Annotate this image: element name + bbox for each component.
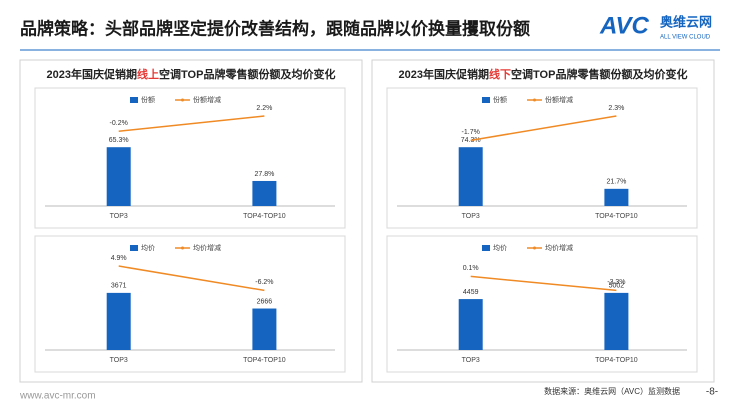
line-value-label: 2.2%	[256, 105, 272, 112]
x-tick-label: TOP4-TOP10	[243, 357, 286, 364]
panel-frame	[371, 59, 715, 383]
bar	[458, 299, 483, 350]
bar	[604, 188, 629, 206]
legend-label: 均价	[493, 243, 507, 252]
panel-title-part: 空调TOP品牌零售额份额及均价变化	[159, 67, 335, 81]
x-tick-label: TOP4-TOP10	[595, 357, 638, 364]
panel-title-part: 线下	[489, 67, 511, 81]
bar	[252, 180, 277, 206]
logo-name: 奥维云网	[660, 14, 712, 29]
panel-title-part: 线上	[137, 67, 159, 81]
chart-frame	[34, 87, 346, 229]
bar-value-label: 65.3%	[109, 137, 129, 144]
legend-swatch	[181, 98, 184, 102]
legend-swatch	[482, 245, 490, 251]
logo-tagline: ALL VIEW CLOUD	[660, 35, 711, 41]
bar	[604, 292, 629, 350]
panel-title: 2023年国庆促销期线下空调TOP品牌零售额份额及均价变化	[399, 67, 688, 81]
legend-label: 份额	[493, 95, 507, 104]
line-value-label: 4.9%	[111, 255, 127, 262]
logo-mark: AVC	[599, 12, 650, 39]
bar	[252, 308, 277, 350]
bar-value-label: 21.7%	[606, 179, 626, 186]
line	[118, 265, 265, 292]
bar-value-label: 4459	[463, 289, 479, 296]
bar-value-label: 74.3%	[461, 137, 481, 144]
legend-label: 份额增减	[545, 95, 573, 104]
line	[470, 115, 617, 142]
legend-swatch	[181, 246, 184, 250]
chart-frame	[386, 235, 698, 373]
legend-label: 均价增减	[545, 243, 573, 252]
bar-value-label: 5002	[609, 283, 625, 290]
panel-title-part: 2023年国庆促销期	[47, 67, 137, 81]
chart-frame	[386, 87, 698, 229]
x-tick-label: TOP3	[110, 357, 128, 364]
legend-swatch	[533, 98, 536, 102]
x-tick-label: TOP3	[110, 213, 128, 220]
page-number: -8-	[706, 387, 718, 398]
bar-value-label: 3671	[111, 283, 127, 290]
x-tick-label: TOP4-TOP10	[595, 213, 638, 220]
line-value-label: -6.2%	[255, 279, 273, 286]
panel-title-part: 空调TOP品牌零售额份额及均价变化	[511, 67, 687, 81]
panel-title: 2023年国庆促销期线上空调TOP品牌零售额份额及均价变化	[47, 67, 336, 81]
legend-swatch	[130, 245, 138, 251]
legend-label: 份额	[141, 95, 155, 104]
line-value-label: -3.3%	[607, 279, 625, 286]
line-value-label: -0.2%	[110, 120, 128, 127]
line-value-label: -1.7%	[462, 129, 480, 136]
bar	[106, 147, 131, 206]
x-tick-label: TOP3	[462, 213, 480, 220]
legend-label: 份额增减	[193, 95, 221, 104]
line	[118, 115, 265, 133]
legend-label: 均价增减	[193, 243, 221, 252]
line	[470, 275, 617, 292]
line-value-label: 2.3%	[608, 105, 624, 112]
footer-url: www.avc-mr.com	[19, 391, 96, 402]
panel-title-part: 2023年国庆促销期	[399, 67, 489, 81]
bar-value-label: 2666	[257, 298, 273, 305]
footer-source: 数据来源：奥维云网（AVC）监测数据	[544, 386, 680, 396]
bar	[458, 147, 483, 206]
legend-label: 均价	[141, 243, 155, 252]
charts: 份额 份额增减 TOP3 65.3% TOP4-TOP10 27.8% -0.2% 2.2% 均…	[34, 87, 698, 373]
bar	[106, 292, 131, 350]
chart-frame	[34, 235, 346, 373]
legend-swatch	[130, 97, 138, 103]
panel-frame	[19, 59, 363, 383]
line-value-label: 0.1%	[463, 265, 479, 272]
slide-title: 品牌策略：头部品牌坚定提价改善结构，跟随品牌以价换量攫取份额	[20, 18, 530, 38]
legend-swatch	[533, 246, 536, 250]
legend-swatch	[482, 97, 490, 103]
bar-value-label: 27.8%	[254, 171, 274, 178]
x-tick-label: TOP3	[462, 357, 480, 364]
x-tick-label: TOP4-TOP10	[243, 213, 286, 220]
